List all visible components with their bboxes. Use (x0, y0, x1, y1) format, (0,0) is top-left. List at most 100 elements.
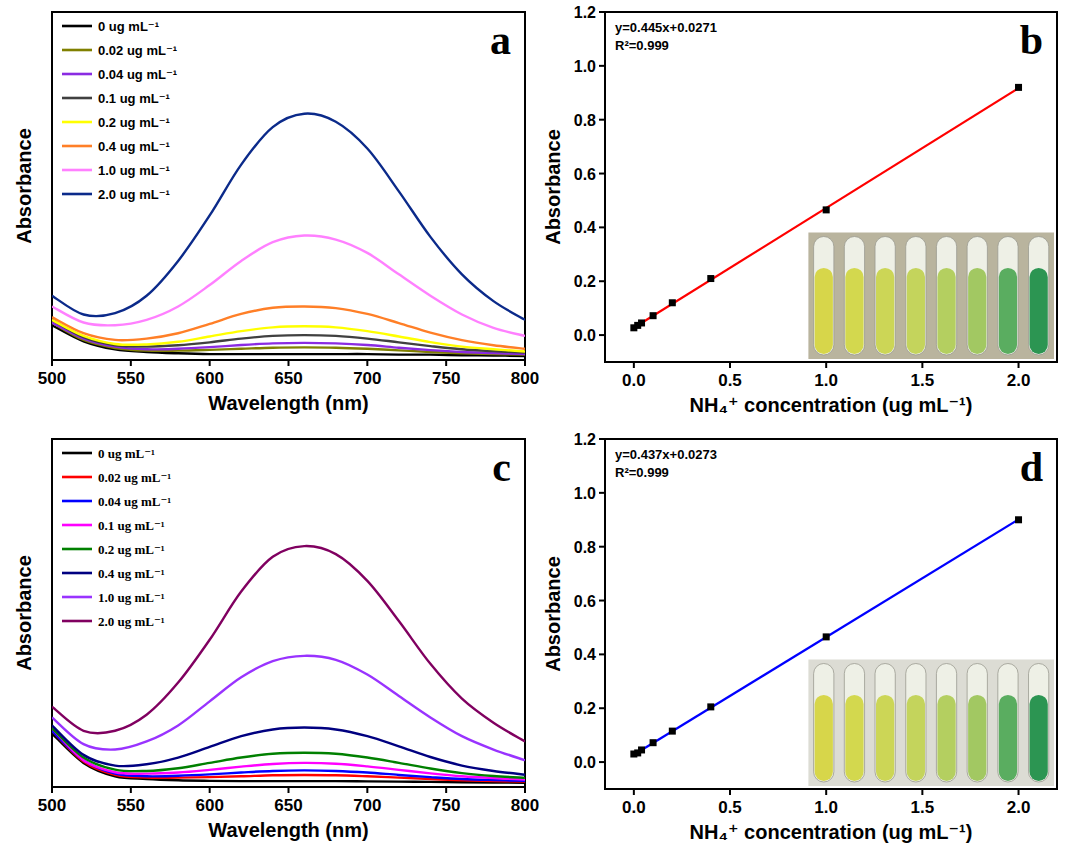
y-tick (599, 11, 605, 13)
legend-swatch (62, 193, 92, 196)
inset-tube (936, 237, 956, 356)
legend-swatch (62, 49, 92, 52)
inset-liquid (937, 695, 955, 781)
x-tick (633, 362, 635, 368)
inset-tube (844, 237, 864, 356)
x-tick (445, 787, 447, 793)
x-tick-label: 500 (38, 796, 66, 815)
x-tick (633, 789, 635, 795)
legend: 0 ug mL⁻¹0.02 ug mL⁻¹0.04 ug mL⁻¹0.1 ug … (62, 446, 171, 629)
figure: 5005506006507007508000 ug mL⁻¹0.02 ug mL… (0, 0, 1070, 854)
annotation: y=0.445x+0.0271 (615, 20, 717, 35)
x-tick-label: 0.5 (718, 798, 742, 817)
x-tick-label: 550 (117, 369, 145, 388)
data-point (638, 319, 645, 326)
y-tick (599, 707, 605, 709)
inset-liquid (968, 268, 986, 354)
y-tick (599, 226, 605, 228)
x-tick (288, 360, 290, 366)
x-tick (130, 360, 132, 366)
x-tick (729, 789, 731, 795)
inset-tube (967, 237, 987, 356)
x-tick-label: 750 (432, 796, 460, 815)
inset-liquid (876, 695, 894, 781)
y-axis-title: Absorbance (13, 555, 35, 671)
y-tick-label: 0.0 (574, 754, 596, 771)
x-tick-label: 2.0 (1007, 798, 1031, 817)
inset-tube (998, 237, 1018, 356)
data-area (52, 114, 525, 356)
panel: 5005506006507007508000 ug mL⁻¹0.02 ug mL… (13, 12, 539, 414)
legend-swatch (62, 25, 92, 28)
x-tick (1018, 789, 1020, 795)
inset-tube (814, 237, 834, 356)
legend-label: 0.02 ug mL⁻¹ (98, 43, 177, 58)
x-tick-label: 700 (353, 369, 381, 388)
data-point (650, 312, 657, 319)
y-tick (599, 438, 605, 440)
x-tick (1018, 362, 1020, 368)
series-line (52, 235, 525, 335)
x-tick-label: 600 (195, 369, 223, 388)
panel: 0.00.51.01.52.00.00.20.40.60.81.01.2y=0.… (542, 4, 1057, 416)
inset-liquid (1030, 695, 1048, 781)
series-line (52, 728, 525, 779)
series-line (52, 114, 525, 320)
x-tick (524, 787, 526, 793)
x-tick (729, 362, 731, 368)
x-tick (51, 787, 53, 793)
legend-swatch (62, 620, 92, 623)
y-tick (599, 600, 605, 602)
inset-tube (844, 664, 864, 783)
x-tick (825, 362, 827, 368)
legend-swatch (62, 476, 92, 479)
legend-label: 0.1 ug mL⁻¹ (98, 518, 165, 533)
inset-tube (936, 664, 956, 783)
plot-frame (52, 439, 525, 787)
data-point (669, 299, 676, 306)
inset-liquid (907, 268, 925, 354)
legend-swatch (62, 572, 92, 575)
legend-label: 0 ug mL⁻¹ (98, 446, 155, 461)
annotation: y=0.437x+0.0273 (615, 447, 717, 462)
panel-label: c (492, 444, 511, 490)
panel-label: d (1020, 444, 1043, 490)
panel: 0.00.51.01.52.00.00.20.40.60.81.01.2y=0.… (542, 431, 1057, 843)
x-tick-label: 700 (353, 796, 381, 815)
y-tick-label: 0.4 (574, 646, 596, 663)
x-tick (209, 360, 211, 366)
inset-tube (875, 237, 895, 356)
x-axis-title: Wavelength (nm) (208, 819, 368, 841)
x-tick-label: 2.0 (1007, 371, 1031, 390)
x-tick-label: 650 (274, 796, 302, 815)
legend-label: 0.4 ug mL⁻¹ (98, 566, 165, 581)
inset-liquid (907, 695, 925, 781)
inset-liquid (845, 695, 863, 781)
inset-tube (967, 664, 987, 783)
y-axis-title: Absorbance (542, 129, 564, 245)
y-tick (599, 280, 605, 282)
x-tick-label: 0.0 (622, 371, 646, 390)
inset-liquid (815, 268, 833, 354)
inset-photo (808, 233, 1054, 360)
y-tick-label: 0.6 (574, 166, 596, 183)
inset-liquid (999, 268, 1017, 354)
data-point (1015, 84, 1022, 91)
y-tick-label: 1.0 (574, 58, 596, 75)
y-tick-label: 1.2 (574, 431, 596, 448)
y-tick-label: 1.2 (574, 4, 596, 21)
y-tick (599, 653, 605, 655)
inset-liquid (937, 268, 955, 354)
legend-swatch (62, 73, 92, 76)
x-axis-title: NH₄⁺ concentration (ug mL⁻¹) (690, 821, 973, 843)
y-tick-label: 0.2 (574, 700, 596, 717)
y-axis-title: Absorbance (542, 556, 564, 672)
x-tick-label: 1.5 (911, 798, 935, 817)
inset-liquid (1030, 268, 1048, 354)
inset-tube (906, 237, 926, 356)
x-tick (130, 787, 132, 793)
y-tick-label: 0.2 (574, 273, 596, 290)
legend-swatch (62, 524, 92, 527)
y-tick (599, 761, 605, 763)
legend-label: 1.0 ug mL⁻¹ (98, 163, 170, 178)
